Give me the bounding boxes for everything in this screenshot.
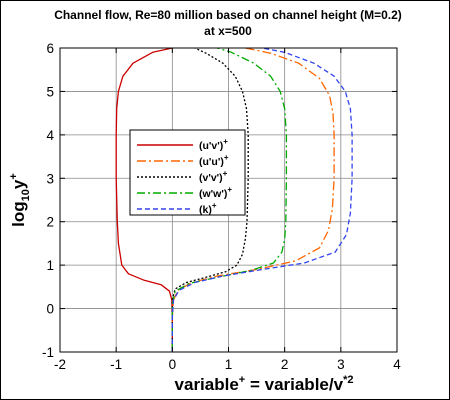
series-line-1 — [115, 47, 173, 352]
y-tick-label: 6 — [46, 41, 54, 56]
y-axis-label: log10y+ — [8, 173, 32, 227]
x-tick-label: 0 — [169, 357, 177, 372]
y-tick-label: 0 — [46, 302, 54, 317]
chart-subtitle: at x=500 — [204, 24, 252, 38]
x-tick-label: 1 — [225, 357, 233, 372]
x-tick-label: -1 — [110, 357, 122, 372]
legend-box — [129, 129, 246, 216]
series-line-4 — [171, 47, 288, 352]
series-line-3 — [171, 47, 249, 352]
legend-label-3: (v'v')+ — [199, 169, 228, 184]
y-tick-label: 4 — [46, 128, 54, 143]
x-tick-label: 4 — [393, 357, 401, 372]
y-tick-label: -1 — [42, 345, 54, 360]
y-tick-label: 1 — [46, 258, 54, 273]
series-line-5 — [171, 47, 353, 352]
legend-label-2: (u'u')+ — [199, 153, 229, 168]
legend-label-4: (w'w')+ — [199, 185, 232, 200]
x-tick-label: 3 — [337, 357, 345, 372]
chart-title: Channel flow, Re=80 million based on cha… — [54, 8, 402, 22]
y-tick-label: 2 — [46, 215, 54, 230]
x-axis-label: variable+ = variable/v*2 — [175, 374, 354, 394]
y-tick-label: 5 — [46, 84, 54, 99]
series-lines — [115, 47, 353, 352]
y-tick-label: 3 — [46, 171, 54, 186]
series-line-2 — [171, 47, 335, 352]
legend: (u'v')+(u'u')+(v'v')+(w'w')+(k)+ — [129, 129, 246, 216]
legend-label-1: (u'v')+ — [199, 137, 228, 152]
x-tick-label: 2 — [281, 357, 289, 372]
x-tick-label: -2 — [54, 357, 66, 372]
